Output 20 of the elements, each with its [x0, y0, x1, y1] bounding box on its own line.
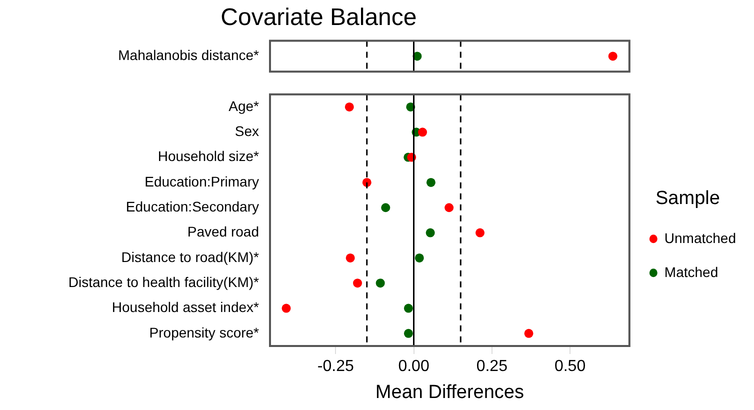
x-axis-title: Mean Differences: [375, 382, 524, 403]
y-tick-label: Distance to road(KM)*: [121, 248, 260, 265]
x-tick-label: 0.25: [476, 358, 508, 376]
y-tick-label: Mahalanobis distance*: [118, 47, 260, 64]
y-tick-label: Paved road: [187, 224, 259, 240]
legend-title: Sample: [655, 188, 720, 209]
x-tick-label: 0.50: [554, 358, 586, 376]
chart-title: Covariate Balance: [220, 4, 417, 32]
y-tick-label: Age*: [228, 98, 260, 114]
y-tick-label: Education:Primary: [144, 173, 259, 190]
y-tick-label: Propensity score*: [149, 324, 260, 340]
y-tick-label: Education:Secondary: [126, 198, 259, 214]
y-tick-label: Household asset index*: [112, 299, 260, 316]
x-tick-label: -0.25: [317, 358, 354, 376]
legend-label: Unmatched: [664, 230, 736, 246]
x-tick-label: 0.00: [398, 358, 430, 376]
y-tick-label: Sex: [234, 123, 259, 139]
legend-label: Matched: [664, 264, 718, 280]
y-tick-label: Household size*: [158, 148, 260, 164]
y-tick-label: Distance to health facility(KM)*: [68, 274, 260, 290]
